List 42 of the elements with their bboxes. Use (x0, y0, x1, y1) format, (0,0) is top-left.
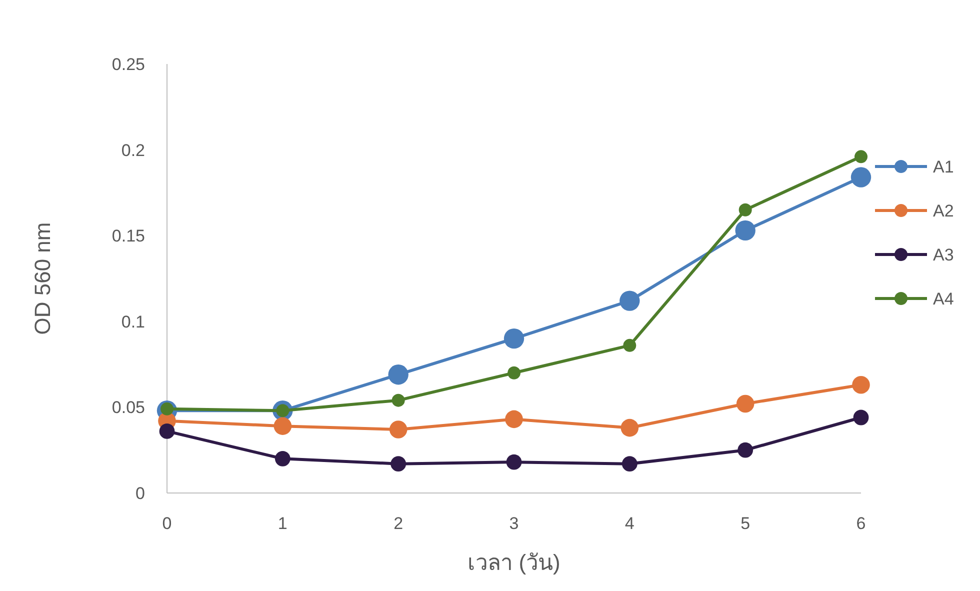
point (506, 454, 522, 470)
y-tick-label: 0 (136, 484, 145, 503)
legend-label: A1 (933, 158, 954, 176)
x-tick-label: 0 (162, 514, 172, 533)
point (159, 424, 175, 439)
point (735, 220, 756, 241)
x-tick-label: 5 (740, 514, 750, 533)
point (508, 366, 520, 380)
point (389, 420, 408, 438)
point (853, 410, 869, 426)
point (388, 364, 408, 385)
x-axis-title: เวลา (วัน) (468, 550, 560, 575)
x-tick-label: 6 (856, 514, 866, 533)
x-tick-label: 3 (509, 514, 519, 533)
y-tick-label: 0.2 (121, 140, 145, 160)
x-tick-label: 1 (278, 514, 288, 533)
x-tick-label: 2 (394, 514, 404, 533)
y-tick-label: 0.15 (112, 226, 145, 246)
point (274, 450, 290, 466)
point (736, 394, 754, 413)
legend-label: A2 (933, 202, 954, 220)
y-axis-title: OD 560 nm (30, 222, 55, 335)
point (852, 376, 870, 394)
point (850, 167, 872, 188)
y-tick-label: 0.05 (112, 398, 145, 418)
y-tick-label: 0.25 (112, 55, 145, 74)
y-tick-label: 0.1 (121, 312, 145, 332)
point (392, 394, 405, 407)
point (620, 290, 640, 311)
point (738, 442, 754, 458)
point (505, 410, 523, 428)
x-tick-label: 4 (624, 514, 634, 533)
point (504, 328, 524, 349)
legend-label: A4 (933, 290, 954, 308)
legend-label: A3 (933, 246, 954, 264)
point (854, 150, 868, 164)
point (620, 418, 639, 437)
point (390, 456, 406, 472)
point (622, 456, 638, 472)
point (738, 203, 752, 216)
point (274, 417, 292, 435)
point (623, 338, 636, 352)
